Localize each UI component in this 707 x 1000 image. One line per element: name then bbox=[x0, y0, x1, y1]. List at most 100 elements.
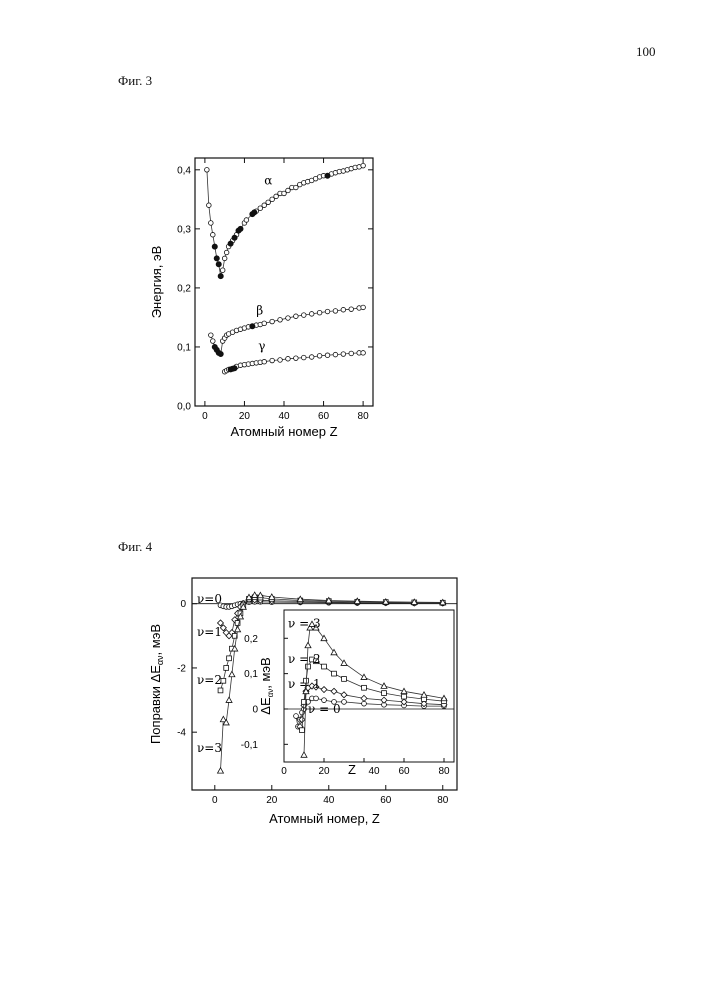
fig4-series-label: ν=0 bbox=[197, 592, 222, 606]
fig4-series-label: ν=2 bbox=[197, 673, 222, 687]
fig3-point-open bbox=[211, 339, 216, 344]
fig3-point-open bbox=[294, 185, 299, 190]
inset-xtick-label: 20 bbox=[318, 766, 330, 777]
fig4-x-axis-label: Атомный номер, Z bbox=[269, 811, 380, 826]
fig3-point-open bbox=[294, 356, 299, 361]
fig3-point-open bbox=[244, 218, 249, 223]
fig3-point-open bbox=[325, 309, 330, 314]
fig4-data-point bbox=[224, 666, 229, 671]
fig3-point-open bbox=[333, 352, 338, 357]
fig3-point-open bbox=[361, 163, 366, 168]
inset-data-point bbox=[342, 700, 347, 705]
fig3-point-open bbox=[309, 355, 314, 360]
fig3-xtick-label: 0 bbox=[202, 411, 208, 422]
fig3-ytick-label: 0,1 bbox=[177, 342, 191, 353]
inset-xtick-label: 40 bbox=[368, 766, 380, 777]
fig3-point-filled bbox=[325, 173, 330, 178]
fig3-point-open bbox=[317, 354, 322, 359]
inset-x-axis-label: Z bbox=[348, 762, 356, 777]
inset-data-point bbox=[314, 696, 319, 701]
fig3-ytick-label: 0,2 bbox=[177, 283, 191, 294]
fig3-series-label: γ bbox=[258, 339, 265, 353]
fig3-point-open bbox=[341, 307, 346, 312]
fig3-point-open bbox=[207, 203, 212, 208]
fig3-point-open bbox=[361, 305, 366, 310]
fig3-y-axis-label: Энергия, эВ bbox=[149, 246, 164, 319]
inset-data-point bbox=[342, 677, 347, 682]
fig4-y-axis-label: Поправки ΔEαν, мэВ bbox=[148, 624, 165, 744]
fig3-point-open bbox=[278, 358, 283, 363]
fig3-series-line bbox=[207, 166, 363, 276]
fig3-point-open bbox=[222, 256, 227, 261]
inset-ytick-label: -0,1 bbox=[241, 740, 259, 751]
inset-data-point bbox=[322, 664, 327, 669]
fig3-point-open bbox=[220, 268, 225, 273]
fig3-point-filled bbox=[252, 210, 257, 215]
fig4-data-point bbox=[217, 768, 223, 773]
fig3-ytick-label: 0,0 bbox=[177, 402, 191, 413]
fig3-point-open bbox=[274, 194, 279, 199]
fig4-xtick-label: 60 bbox=[380, 795, 392, 806]
inset-series-label: ν = 3 bbox=[288, 617, 321, 631]
fig3-ytick-label: 0,3 bbox=[177, 224, 191, 235]
fig3-point-open bbox=[361, 351, 366, 356]
fig3-point-open bbox=[286, 356, 291, 361]
fig3-point-open bbox=[270, 197, 275, 202]
fig3-point-open bbox=[309, 312, 314, 317]
fig3-point-open bbox=[349, 307, 354, 312]
fig3-point-open bbox=[209, 333, 214, 338]
fig3-point-open bbox=[301, 355, 306, 360]
fig4-ytick-label: -2 bbox=[177, 663, 186, 674]
fig3-point-open bbox=[262, 203, 267, 208]
fig4-series-label: ν=3 bbox=[197, 741, 222, 755]
fig3-xtick-label: 20 bbox=[239, 411, 251, 422]
inset-data-point bbox=[332, 671, 337, 676]
fig3-point-filled bbox=[238, 226, 243, 231]
fig3-point-filled bbox=[212, 244, 217, 249]
inset-data-point bbox=[294, 714, 299, 719]
inset-data-point bbox=[300, 728, 305, 733]
fig3-point-open bbox=[301, 313, 306, 318]
fig3-point-open bbox=[270, 358, 275, 363]
fig3-point-open bbox=[258, 206, 263, 211]
fig3-point-open bbox=[325, 353, 330, 358]
fig3-ytick-label: 0,4 bbox=[177, 165, 191, 176]
inset-series-label: ν = 2 bbox=[288, 652, 321, 666]
fig3-point-open bbox=[317, 310, 322, 315]
fig3-point-filled bbox=[232, 366, 237, 371]
fig3-point-open bbox=[270, 319, 275, 324]
fig4-ytick-label: -4 bbox=[177, 728, 186, 739]
inset-series-label: ν = 0 bbox=[308, 702, 341, 716]
inset-y-axis-label: ΔEαν, мэВ bbox=[258, 657, 275, 714]
fig3-point-open bbox=[262, 359, 267, 364]
fig3-point-open bbox=[282, 191, 287, 196]
fig3-series-label: α bbox=[264, 174, 272, 188]
fig3-point-open bbox=[205, 168, 210, 173]
inset-ytick-label: 0,2 bbox=[244, 634, 258, 645]
fig4-data-point bbox=[229, 671, 235, 676]
fig4-ytick-label: 0 bbox=[180, 599, 186, 610]
fig3-point-filled bbox=[214, 256, 219, 261]
inset-data-point bbox=[362, 685, 367, 690]
fig3-point-open bbox=[333, 309, 338, 314]
fig3-point-open bbox=[286, 188, 291, 193]
fig3-point-filled bbox=[218, 351, 223, 356]
fig3-xtick-label: 60 bbox=[318, 411, 330, 422]
fig3-point-filled bbox=[232, 235, 237, 240]
inset-ytick-label: 0,1 bbox=[244, 669, 258, 680]
fig4-data-point bbox=[235, 626, 241, 631]
fig3-series-label: β bbox=[256, 303, 263, 317]
fig3-point-filled bbox=[216, 262, 221, 267]
fig3-point-filled bbox=[250, 324, 255, 329]
fig3-point-open bbox=[262, 321, 267, 326]
fig4-xtick-label: 80 bbox=[437, 795, 449, 806]
fig3-xtick-label: 40 bbox=[278, 411, 290, 422]
fig3-point-open bbox=[211, 232, 216, 237]
fig3-point-filled bbox=[218, 273, 223, 278]
fig3-point-open bbox=[286, 316, 291, 321]
fig3-point-open bbox=[294, 314, 299, 319]
fig3-point-open bbox=[278, 317, 283, 322]
fig3-point-open bbox=[349, 351, 354, 356]
fig4-xtick-label: 0 bbox=[212, 795, 218, 806]
